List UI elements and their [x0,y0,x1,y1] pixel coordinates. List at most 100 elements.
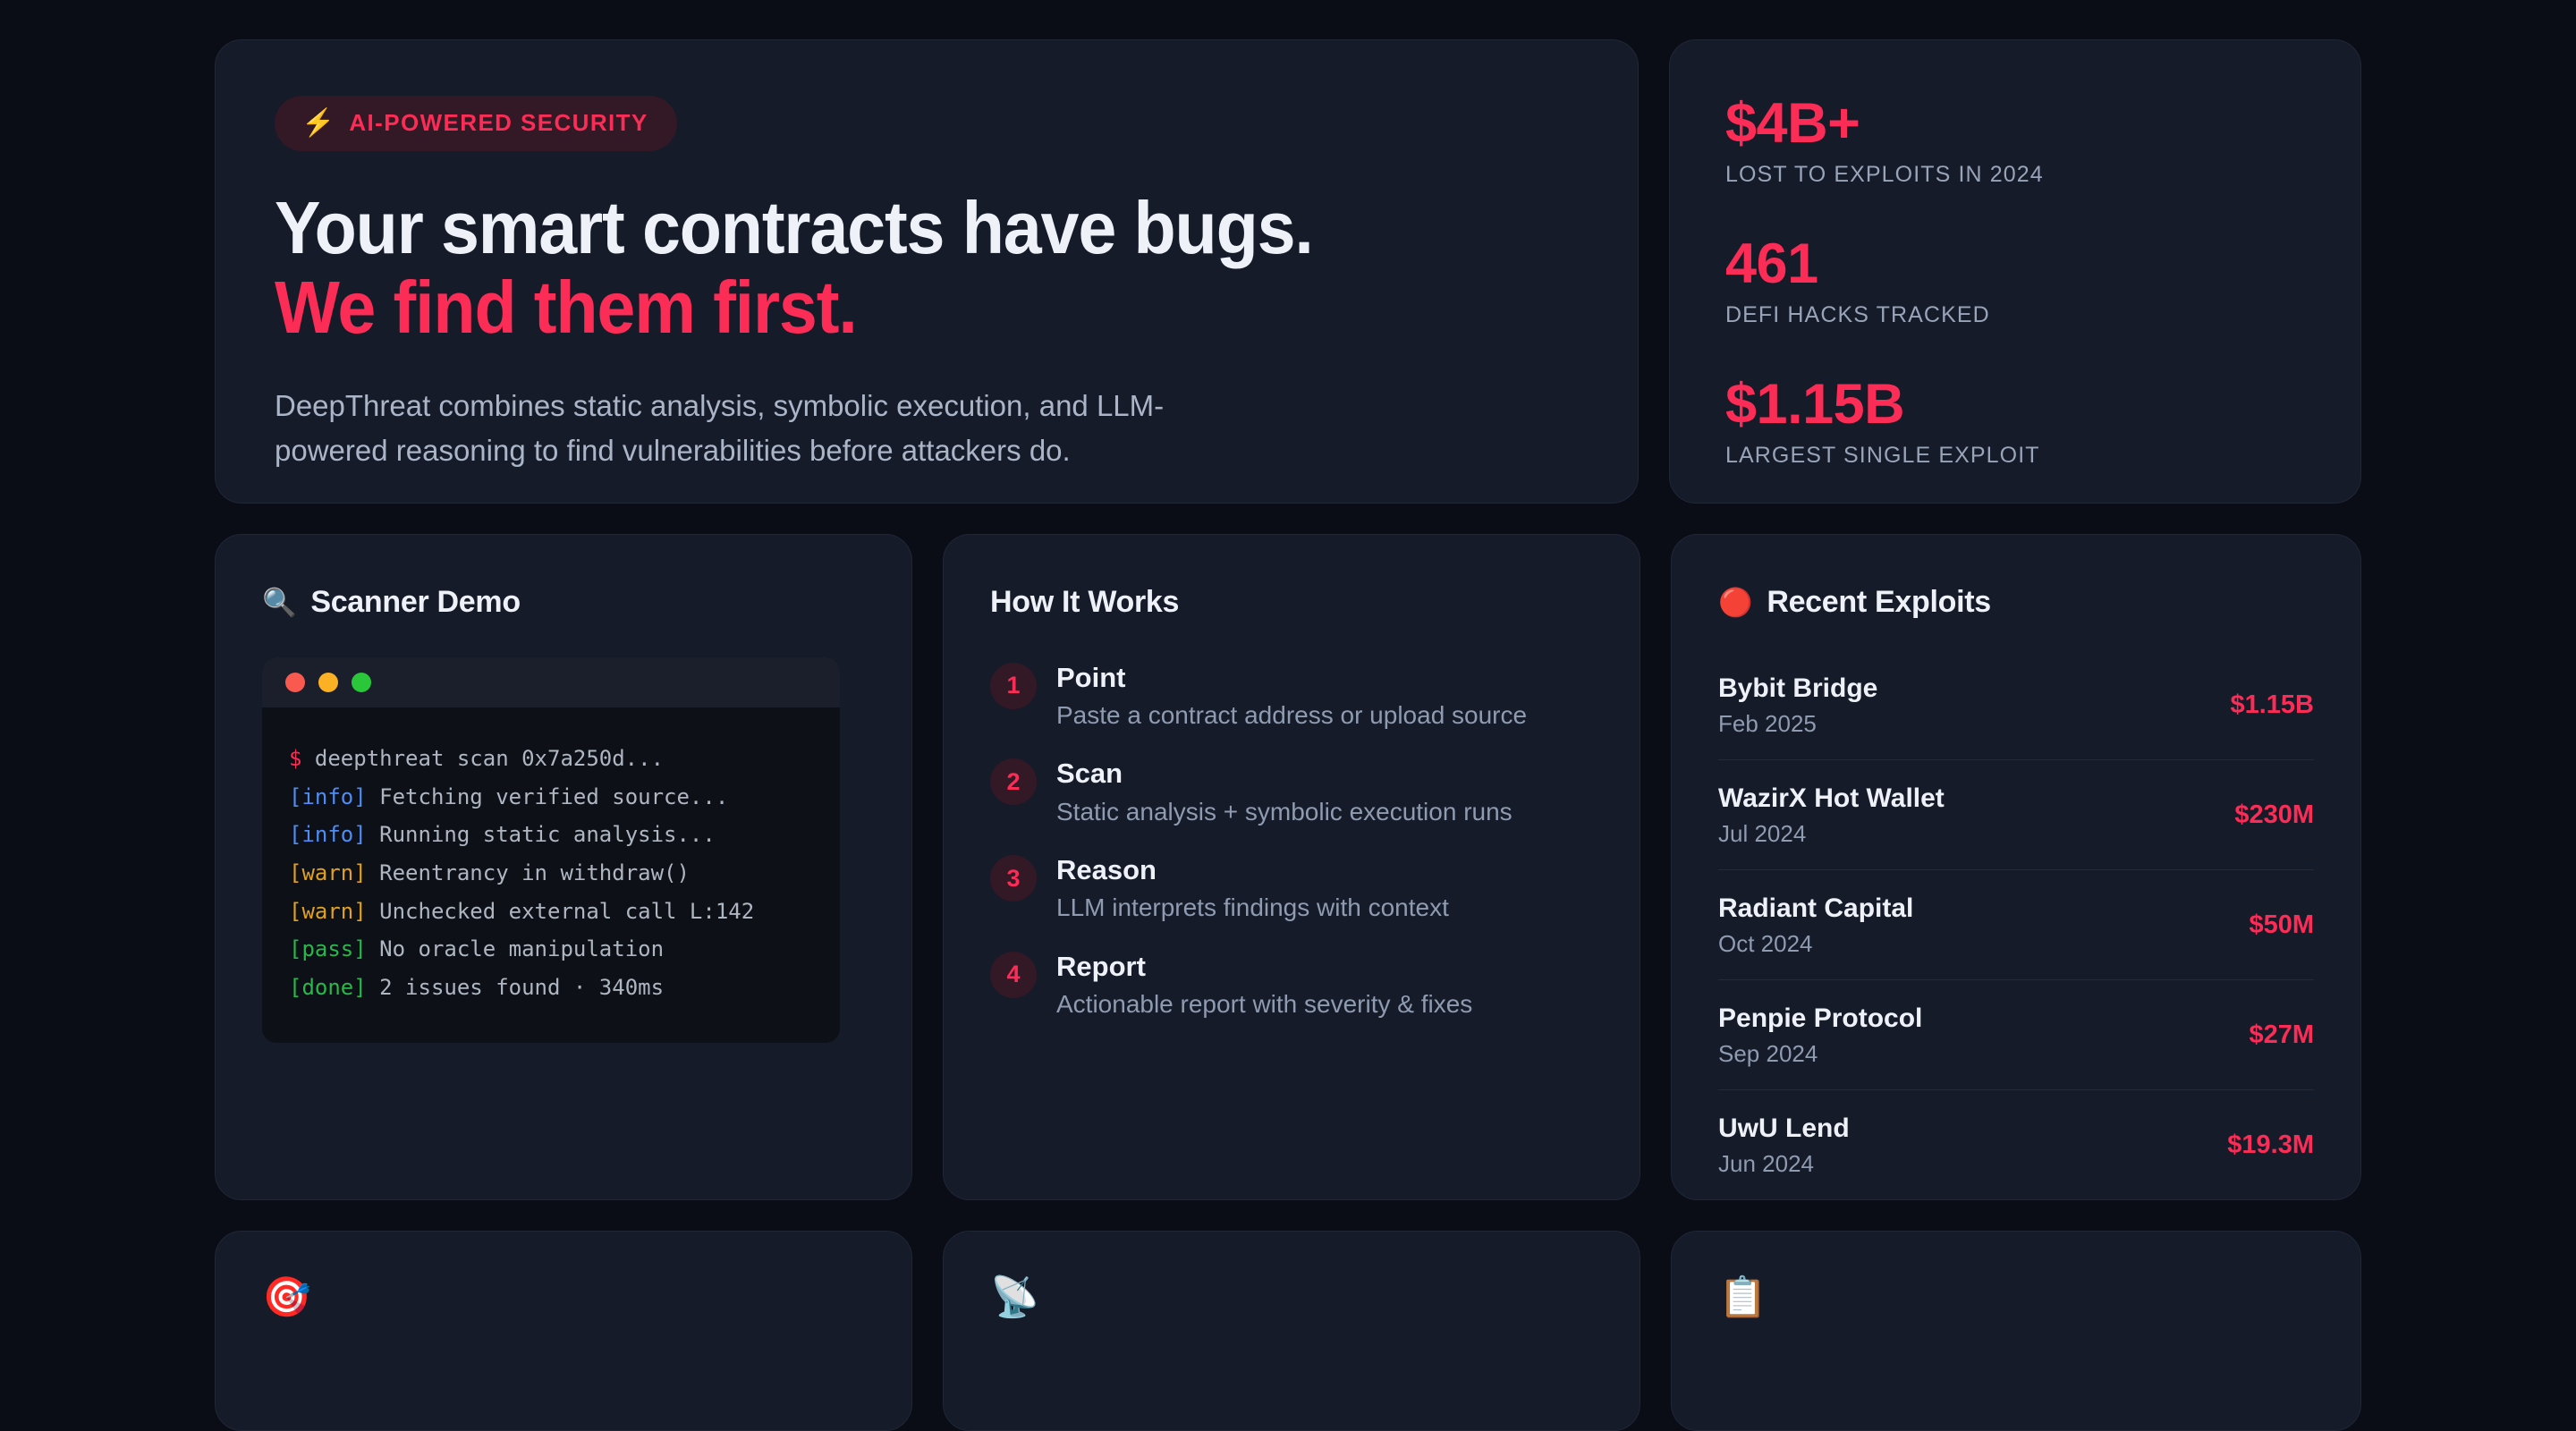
hero-card: ⚡ AI-POWERED SECURITY Your smart contrac… [215,39,1639,504]
feature-card-reports[interactable]: 📋 [1671,1230,2361,1431]
exploit-row[interactable]: UwU Lend Jun 2024 $19.3M [1718,1090,2314,1199]
exploit-date: Sep 2024 [1718,1039,1818,1067]
terminal-line: $ deepthreat scan 0x7a250d... [289,740,813,778]
terminal-line: [info] Fetching verified source... [289,778,813,817]
terminal-line-text: Fetching verified source... [366,783,729,809]
terminal-line: [done] 2 issues found · 340ms [289,969,813,1007]
exploit-row[interactable]: Penpie Protocol Sep 2024 $27M [1718,980,2314,1090]
step-description: Paste a contract address or upload sourc… [1056,701,1528,730]
step-number: 2 [990,758,1037,806]
bottom-row: 🎯 📡 📋 [215,1230,2361,1431]
hero-badge: ⚡ AI-POWERED SECURITY [275,96,677,151]
terminal-line-text: Unchecked external call L:142 [366,898,755,924]
exploit-name: Penpie Protocol [1718,1003,1923,1033]
terminal-line-tag: [info] [289,822,367,848]
exploit-row[interactable]: Bybit Bridge Feb 2025 $1.15B [1718,650,2314,760]
terminal-titlebar [262,656,840,707]
terminal-line-text: deepthreat scan 0x7a250d... [301,745,665,771]
feature-card-monitoring[interactable]: 📡 [943,1230,1640,1431]
terminal-line-text: Running static analysis... [366,822,716,848]
recent-exploits-title-label: Recent Exploits [1767,584,1991,619]
exploit-date: Oct 2024 [1718,929,1813,957]
step-title: Report [1056,950,1146,982]
stats-card: $4B+ LOST TO EXPLOITS IN 2024 461 DEFI H… [1669,39,2361,504]
step-item: 3 Reason LLM interprets findings with co… [990,853,1593,925]
exploit-name: Radiant Capital [1718,893,1914,923]
satellite-antenna-icon: 📡 [990,1274,1039,1319]
clipboard-icon: 📋 [1718,1274,1767,1319]
scanner-demo-card: 🔍 Scanner Demo $ deepthreat scan 0x7a250… [215,533,912,1200]
step-title: Scan [1056,758,1123,790]
top-row: ⚡ AI-POWERED SECURITY Your smart contrac… [215,39,2361,504]
step-item: 2 Scan Static analysis + symbolic execut… [990,757,1593,828]
exploit-date: Jun 2024 [1718,1149,1814,1177]
stat-label: LOST TO EXPLOITS IN 2024 [1725,162,2044,188]
exploit-name: WazirX Hot Wallet [1718,783,1945,813]
hero-badge-label: AI-POWERED SECURITY [349,109,648,136]
terminal-line: [info] Running static analysis... [289,816,813,854]
stat-value: $1.15B [1725,373,1905,436]
step-number: 1 [990,662,1037,709]
how-it-works-title: How It Works [990,584,1180,619]
terminal-line-tag: [done] [289,975,367,1001]
stat-value: $4B+ [1725,92,1860,155]
terminal-close-icon[interactable] [285,672,305,692]
exploit-amount: $1.15B [2230,690,2314,719]
hero-description: DeepThreat combines static analysis, sym… [275,388,1165,467]
stat-label: LARGEST SINGLE EXPLOIT [1725,443,2040,469]
stat-item: $4B+ LOST TO EXPLOITS IN 2024 [1725,94,2305,188]
terminal-line-tag: [warn] [289,898,367,924]
terminal-line-text: No oracle manipulation [366,936,665,962]
exploit-name: Bybit Bridge [1718,673,1878,703]
recent-exploits-title: 🔴 Recent Exploits [1718,585,2314,620]
exploit-row[interactable]: Radiant Capital Oct 2024 $50M [1718,870,2314,980]
lightning-bolt-icon: ⚡ [301,107,335,138]
exploit-name: UwU Lend [1718,1113,1850,1143]
recent-exploits-card: 🔴 Recent Exploits Bybit Bridge Feb 2025 … [1671,533,2361,1200]
stat-label: DEFI HACKS TRACKED [1725,302,1990,328]
scanner-demo-title-label: Scanner Demo [310,584,521,619]
terminal-line: [warn] Reentrancy in withdraw() [289,854,813,893]
step-description: LLM interprets findings with context [1056,893,1449,922]
terminal-line-tag: $ [289,745,302,771]
stat-item: 461 DEFI HACKS TRACKED [1725,234,2305,328]
terminal-window[interactable]: $ deepthreat scan 0x7a250d... [info] Fet… [262,656,840,1043]
terminal-maximize-icon[interactable] [352,672,371,692]
scanner-demo-title: 🔍 Scanner Demo [262,585,865,620]
exploit-date: Feb 2025 [1718,709,1817,737]
stat-value: 461 [1725,233,1818,296]
exploit-amount: $230M [2234,800,2314,829]
step-number: 4 [990,951,1037,998]
target-icon: 🎯 [262,1274,311,1319]
exploit-row[interactable]: WazirX Hot Wallet Jul 2024 $230M [1718,760,2314,870]
step-item: 1 Point Paste a contract address or uplo… [990,661,1593,732]
terminal-line: [pass] No oracle manipulation [289,930,813,969]
middle-row: 🔍 Scanner Demo $ deepthreat scan 0x7a250… [215,533,2361,1200]
step-description: Static analysis + symbolic execution run… [1056,797,1513,826]
step-item: 4 Report Actionable report with severity… [990,950,1593,1021]
headline-line-1: Your smart contracts have bugs. [275,186,1314,269]
how-it-works-steps: 1 Point Paste a contract address or uplo… [990,661,1593,1020]
terminal-line-text: Reentrancy in withdraw() [366,860,690,886]
exploit-amount: $19.3M [2227,1130,2314,1159]
terminal-minimize-icon[interactable] [318,672,338,692]
magnifying-glass-icon: 🔍 [262,586,297,618]
stat-item: $1.15B LARGEST SINGLE EXPLOIT [1725,375,2305,469]
terminal-line-text: 2 issues found · 340ms [366,975,665,1001]
exploit-amount: $50M [2249,910,2314,939]
red-circle-icon: 🔴 [1718,586,1753,618]
terminal-line-tag: [info] [289,783,367,809]
terminal-line-tag: [pass] [289,936,367,962]
terminal-line: [warn] Unchecked external call L:142 [289,893,813,931]
terminal-output: $ deepthreat scan 0x7a250d... [info] Fet… [262,707,840,1043]
step-number: 3 [990,855,1037,902]
feature-card-target[interactable]: 🎯 [215,1230,912,1431]
step-description: Actionable report with severity & fixes [1056,989,1473,1018]
recent-exploits-list: Bybit Bridge Feb 2025 $1.15B WazirX Hot … [1718,650,2314,1199]
exploit-date: Jul 2024 [1718,819,1807,847]
step-title: Point [1056,661,1126,693]
page-title: Your smart contracts have bugs. We find … [275,186,1487,349]
terminal-line-tag: [warn] [289,860,367,886]
headline-line-2: We find them first. [275,265,858,349]
